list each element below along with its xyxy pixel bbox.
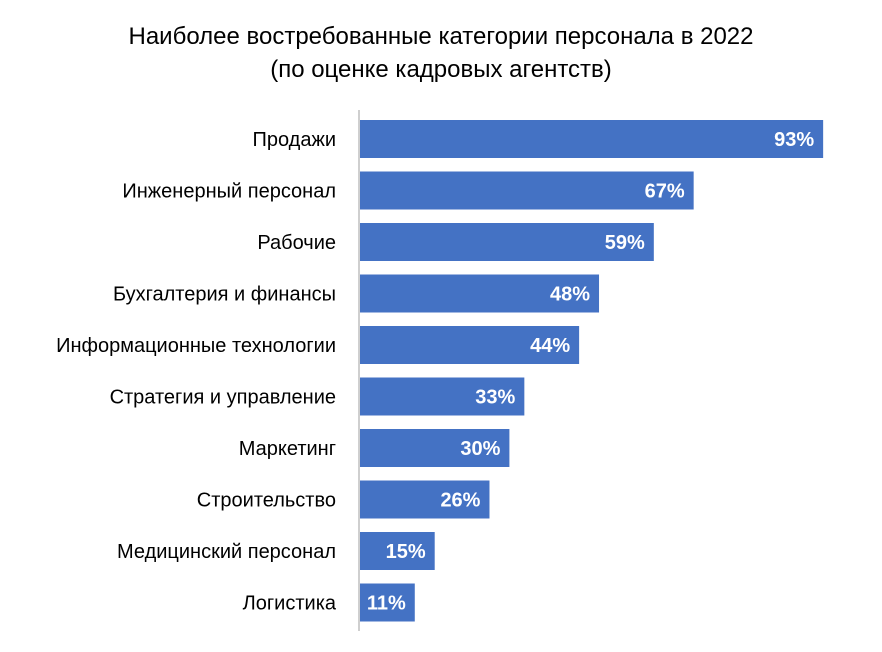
chart-title: Наиболее востребованные категории персон… <box>0 20 882 86</box>
category-label: Маркетинг <box>239 438 336 460</box>
data-label: 26% <box>440 490 480 512</box>
category-label: Рабочие <box>257 232 336 254</box>
data-label: 44% <box>530 335 570 357</box>
category-label: Логистика <box>243 593 337 615</box>
data-label: 67% <box>645 181 685 203</box>
data-label: 11% <box>367 593 406 615</box>
category-label: Продажи <box>252 129 336 151</box>
data-label: 48% <box>550 284 590 306</box>
data-label: 15% <box>386 541 426 563</box>
data-label: 93% <box>774 129 814 151</box>
data-label: 33% <box>475 387 515 409</box>
bar <box>360 223 654 261</box>
data-label: 30% <box>460 438 500 460</box>
bar <box>360 377 525 416</box>
bar <box>360 583 415 622</box>
data-label: 59% <box>605 232 645 254</box>
bar <box>360 480 490 519</box>
category-label: Строительство <box>197 490 336 512</box>
category-label: Информационные технологии <box>56 335 336 357</box>
bar <box>360 326 580 364</box>
category-label: Инженерный персонал <box>122 181 336 203</box>
bar <box>360 120 824 158</box>
chart-title-line1: Наиболее востребованные категории персон… <box>128 23 754 50</box>
category-label: Медицинский персонал <box>117 541 336 563</box>
bar <box>360 429 510 467</box>
bar <box>360 532 435 570</box>
chart-subtitle: (по оценке кадровых агентств) <box>270 56 612 83</box>
bar <box>360 274 600 313</box>
category-label: Бухгалтерия и финансы <box>113 284 336 306</box>
bar <box>360 171 694 210</box>
category-label: Стратегия и управление <box>110 387 336 409</box>
